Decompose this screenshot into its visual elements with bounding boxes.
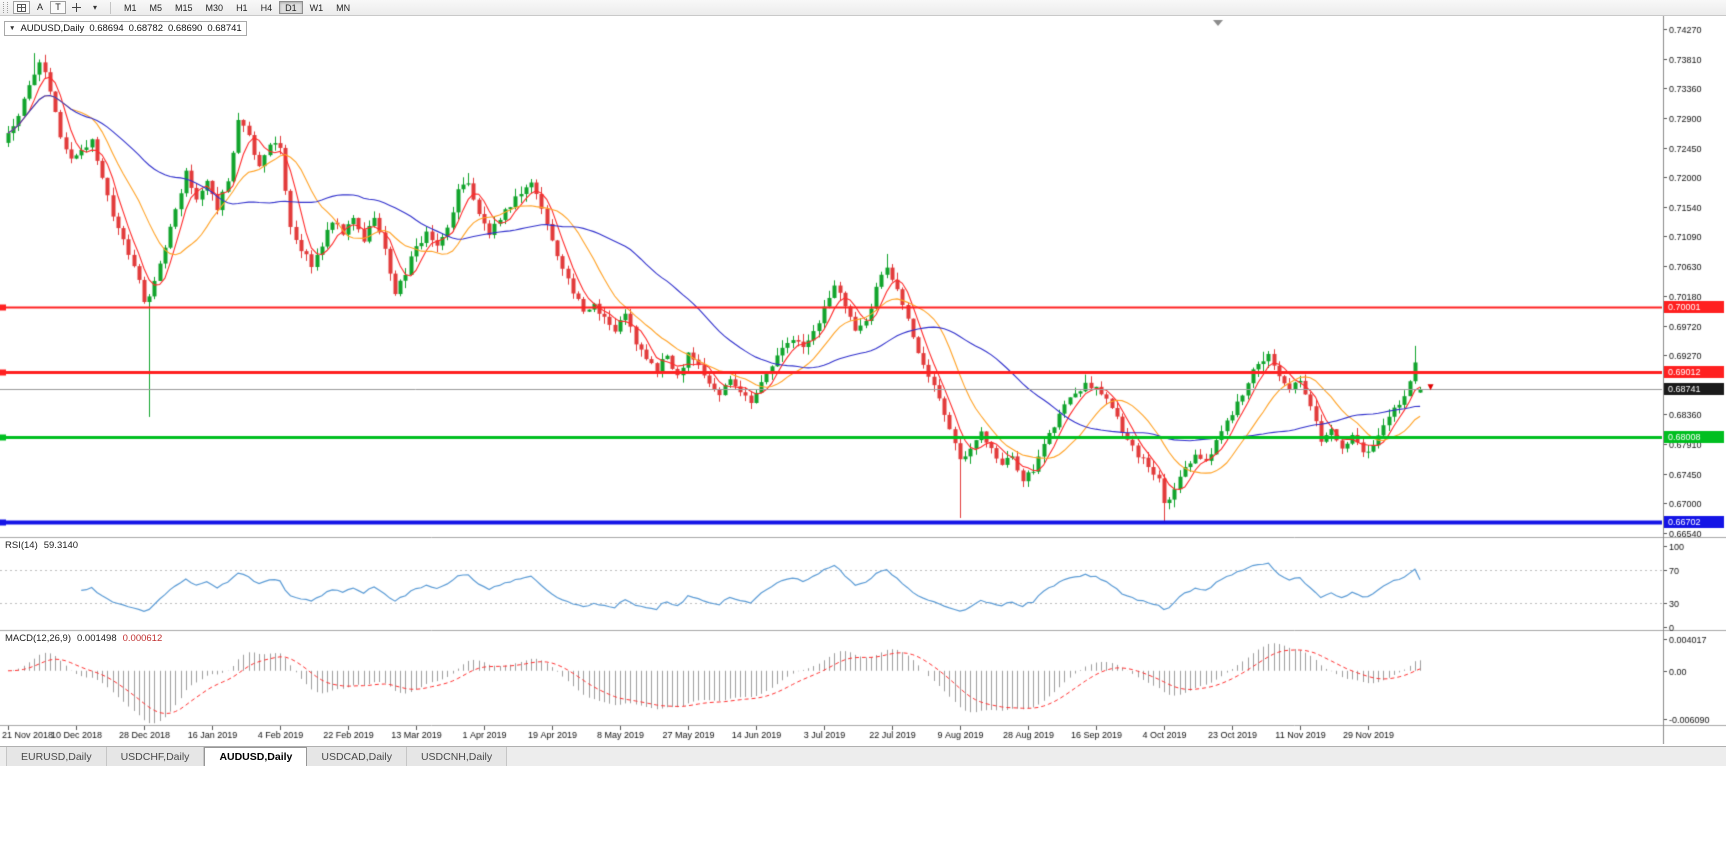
timeframe-m30-button[interactable]: M30 <box>205 2 224 13</box>
timeframe-mn-button[interactable]: MN <box>336 2 351 13</box>
timeframe-m15-button[interactable]: M15 <box>175 2 193 13</box>
low-value: 0.68690 <box>168 23 203 34</box>
macd-signal-value: 0.000612 <box>122 633 163 644</box>
chart-tab-audusd[interactable]: AUDUSD,Daily <box>204 747 308 766</box>
dropdown-triangle-icon: ▼ <box>9 25 16 32</box>
symbol-label: AUDUSD,Daily <box>20 23 85 34</box>
toolbar-grip[interactable] <box>3 2 8 13</box>
rsi-value: 59.3140 <box>43 540 79 551</box>
chart-tab-bar: EURUSD,Daily USDCHF,Daily AUDUSD,Daily USDC… <box>0 746 1726 766</box>
text-tool-button[interactable]: T <box>50 1 66 14</box>
close-value: 0.68741 <box>207 23 242 34</box>
chart-tab-usdcnh[interactable]: USDCNH,Daily <box>406 747 508 766</box>
timeframe-h4-button[interactable]: H4 <box>260 2 273 13</box>
top-toolbar: A T ▾ M1 M5 M15 M30 H1 H4 D1 W1 MN <box>0 0 1726 16</box>
macd-name: MACD(12,26,9) <box>5 633 71 644</box>
chart-tab-eurusd[interactable]: EURUSD,Daily <box>6 747 107 766</box>
timeframe-w1-button[interactable]: W1 <box>309 2 324 13</box>
high-value: 0.68782 <box>128 23 163 34</box>
grid-icon <box>17 3 26 12</box>
chart-windows-button[interactable] <box>13 1 30 14</box>
price-chart-canvas[interactable] <box>0 16 1726 744</box>
objects-dropdown-button[interactable]: ▾ <box>87 1 103 14</box>
macd-main-value: 0.001498 <box>77 633 117 644</box>
timeframe-m5-button[interactable]: M5 <box>149 2 163 13</box>
open-value: 0.68694 <box>89 23 124 34</box>
toolbar-separator <box>110 1 111 14</box>
chart-tab-usdcad[interactable]: USDCAD,Daily <box>307 747 407 766</box>
chart-tab-usdchf[interactable]: USDCHF,Daily <box>106 747 205 766</box>
rsi-label: RSI(14) 59.3140 <box>5 540 78 551</box>
symbol-ohlc-box[interactable]: ▼ AUDUSD,Daily 0.68694 0.68782 0.68690 0… <box>4 21 247 36</box>
crosshair-button[interactable] <box>68 1 85 14</box>
timeframe-h1-button[interactable]: H1 <box>236 2 248 13</box>
timeframe-m1-button[interactable]: M1 <box>124 2 137 13</box>
rsi-name: RSI(14) <box>5 540 38 551</box>
macd-label: MACD(12,26,9) 0.001498 0.000612 <box>5 633 162 644</box>
timeframe-d1-button[interactable]: D1 <box>279 1 303 14</box>
annotation-a-button[interactable]: A <box>32 1 48 14</box>
crosshair-icon <box>72 3 81 12</box>
caret-down-icon: ▾ <box>92 2 97 12</box>
timeframe-group: M1 M5 M15 M30 H1 H4 D1 W1 MN <box>118 1 356 14</box>
